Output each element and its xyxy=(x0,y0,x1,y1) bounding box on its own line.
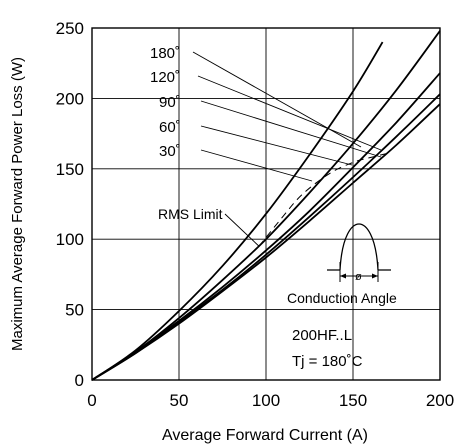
y-tick-label: 0 xyxy=(75,371,84,390)
curve-leader xyxy=(200,100,382,158)
series-line-60 xyxy=(91,30,441,381)
curve-leader-lines xyxy=(192,51,382,182)
curve-leader xyxy=(192,51,362,148)
rms-limit-label: RMS Limit xyxy=(158,206,223,222)
phi-symbol: ø xyxy=(355,271,362,283)
plot-frame xyxy=(91,27,441,381)
x-tick-label: 150 xyxy=(339,391,367,410)
curve-label-120: 120˚ xyxy=(150,69,180,86)
x-tick-label: 200 xyxy=(426,391,454,410)
grid xyxy=(92,28,440,380)
curve-label-60: 60˚ xyxy=(159,119,181,136)
rms-limit-leader xyxy=(224,213,260,247)
series-layer xyxy=(91,30,441,381)
y-tick-label: 250 xyxy=(56,19,84,38)
rms-limit-layer xyxy=(224,152,388,247)
x-tick-label: 50 xyxy=(170,391,189,410)
y-axis-title: Maximum Average Forward Power Loss (W) xyxy=(9,57,26,351)
x-tick-label: 100 xyxy=(252,391,280,410)
curve-leader xyxy=(200,125,353,166)
curve-leader xyxy=(197,75,382,151)
curve-label-90: 90˚ xyxy=(159,94,181,111)
y-tick-label: 200 xyxy=(56,89,84,108)
x-tick-label: 0 xyxy=(87,391,96,410)
series-line-30 xyxy=(91,41,384,381)
x-axis-title: Average Forward Current (A) xyxy=(162,427,368,444)
device-label: 200HF..L xyxy=(292,327,352,344)
series-line-120 xyxy=(91,93,441,381)
y-tick-label: 100 xyxy=(56,230,84,249)
curve-label-30: 30˚ xyxy=(159,143,181,160)
conduction-angle-inset xyxy=(327,223,391,282)
rms-limit-line xyxy=(258,152,388,247)
y-tick-label: 50 xyxy=(65,301,84,320)
plot-border xyxy=(91,27,441,381)
conduction-angle-label: Conduction Angle xyxy=(287,290,397,306)
ticks: 0 50 100 150 200 0 50 100 150 200 250 xyxy=(56,19,455,410)
y-tick-label: 150 xyxy=(56,160,84,179)
tj-label: Tj = 180˚C xyxy=(292,353,363,370)
curve-label-180: 180˚ xyxy=(150,45,180,62)
curve-leader xyxy=(200,149,313,182)
